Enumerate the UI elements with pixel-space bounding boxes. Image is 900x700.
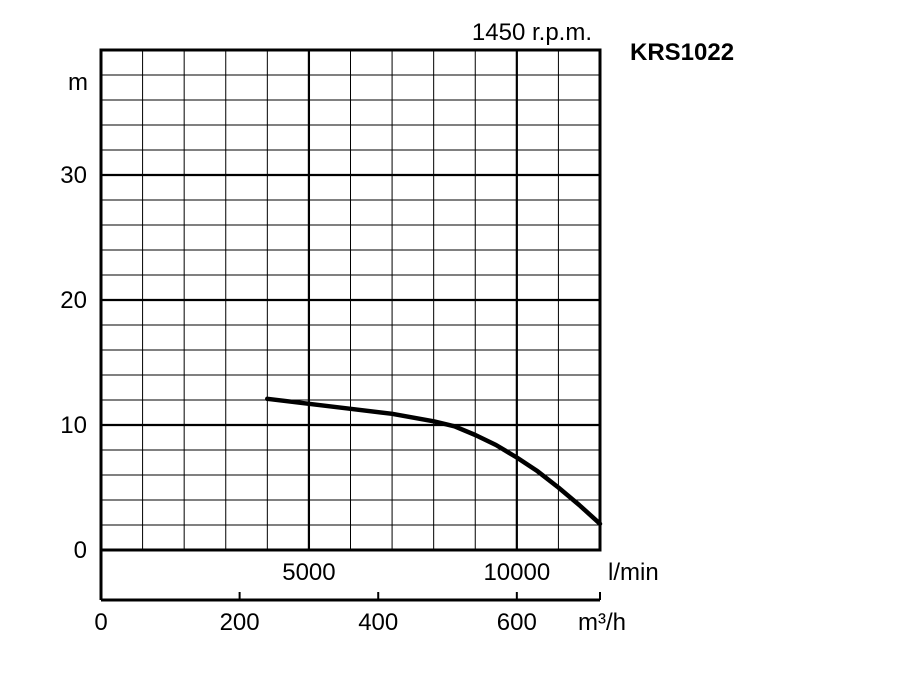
major-grid <box>101 50 600 550</box>
x-tick-label-lmin: 5000 <box>282 559 335 586</box>
y-tick-label: 10 <box>60 412 87 439</box>
x-tick-labels-m3h: 0 200 400 600 <box>94 609 537 636</box>
x-tick-label-m3h: 600 <box>497 609 537 636</box>
plot-border <box>99 48 602 552</box>
chart-subtitle: 1450 r.p.m. <box>472 19 592 46</box>
series-group <box>265 396 603 527</box>
y-tick-label: 20 <box>60 287 87 314</box>
y-axis-label: m <box>68 69 88 96</box>
x-tick-label-m3h: 200 <box>220 609 260 636</box>
chart-title: KRS1022 <box>630 39 734 66</box>
y-tick-label: 30 <box>60 162 87 189</box>
x-tick-labels-lmin: 5000 10000 <box>282 559 550 586</box>
x-tick-label-m3h: 0 <box>94 609 107 636</box>
x-axis-label-lmin: l/min <box>608 559 659 586</box>
plot-frame <box>99 48 602 602</box>
x-tick-label-m3h: 400 <box>358 609 398 636</box>
x-tick-label-lmin: 10000 <box>483 559 550 586</box>
y-tick-label: 0 <box>74 537 87 564</box>
y-tick-labels: 0 10 20 30 <box>60 162 87 564</box>
x-axis-label-m3h: m³/h <box>578 609 626 636</box>
series-line <box>265 396 603 527</box>
